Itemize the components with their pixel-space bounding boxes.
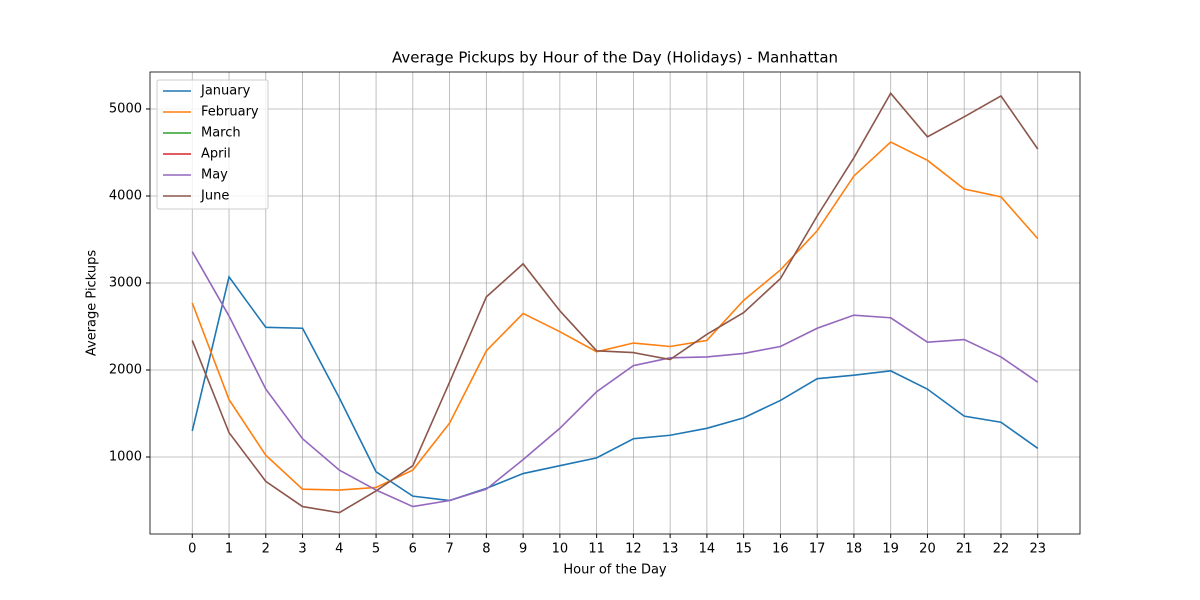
y-tick-label: 1000 <box>109 450 142 465</box>
x-tick-label: 5 <box>372 542 380 557</box>
legend: January February March April May June <box>156 79 269 210</box>
x-tick-label: 9 <box>519 542 527 557</box>
x-tick-label: 20 <box>919 542 936 557</box>
y-tick-label: 4000 <box>109 188 142 203</box>
x-tick-label: 23 <box>1029 542 1046 557</box>
x-tick-label: 0 <box>188 542 196 557</box>
legend-label: June <box>200 189 229 204</box>
x-axis-label: Hour of the Day <box>563 563 667 578</box>
legend-label: February <box>201 105 259 120</box>
x-tick-label: 21 <box>956 542 973 557</box>
x-tick-label: 6 <box>409 542 417 557</box>
x-tick-label: 22 <box>993 542 1010 557</box>
x-tick-label: 3 <box>298 542 306 557</box>
legend-label: January <box>200 84 251 99</box>
x-tick-label: 14 <box>699 542 716 557</box>
x-tick-label: 1 <box>225 542 233 557</box>
legend-label: March <box>201 126 241 141</box>
series-line <box>191 275 1039 502</box>
y-tick-label: 3000 <box>109 275 142 290</box>
x-tick-label: 17 <box>809 542 826 557</box>
x-tick-label: 13 <box>662 542 679 557</box>
y-tick-label: 5000 <box>109 101 142 116</box>
y-tick-label: 2000 <box>109 362 142 377</box>
x-tick-label: 11 <box>588 542 605 557</box>
x-tick-label: 4 <box>335 542 343 557</box>
x-tick-label: 15 <box>735 542 752 557</box>
chart-title: Average Pickups by Hour of the Day (Holi… <box>392 49 838 67</box>
x-tick-label: 7 <box>445 542 453 557</box>
series-line <box>191 91 1039 514</box>
series-line <box>191 141 1039 491</box>
plot-frame <box>149 71 1081 535</box>
y-axis-label: Average Pickups <box>85 250 100 356</box>
x-tick-label: 8 <box>482 542 490 557</box>
x-tick-label: 16 <box>772 542 789 557</box>
legend-label: April <box>201 147 231 162</box>
x-tick-label: 10 <box>552 542 569 557</box>
legend-label: May <box>201 168 228 183</box>
x-tick-label: 12 <box>625 542 642 557</box>
series-line <box>191 251 1039 508</box>
x-tick-label: 2 <box>262 542 270 557</box>
x-tick-label: 19 <box>882 542 899 557</box>
x-tick-label: 18 <box>846 542 863 557</box>
